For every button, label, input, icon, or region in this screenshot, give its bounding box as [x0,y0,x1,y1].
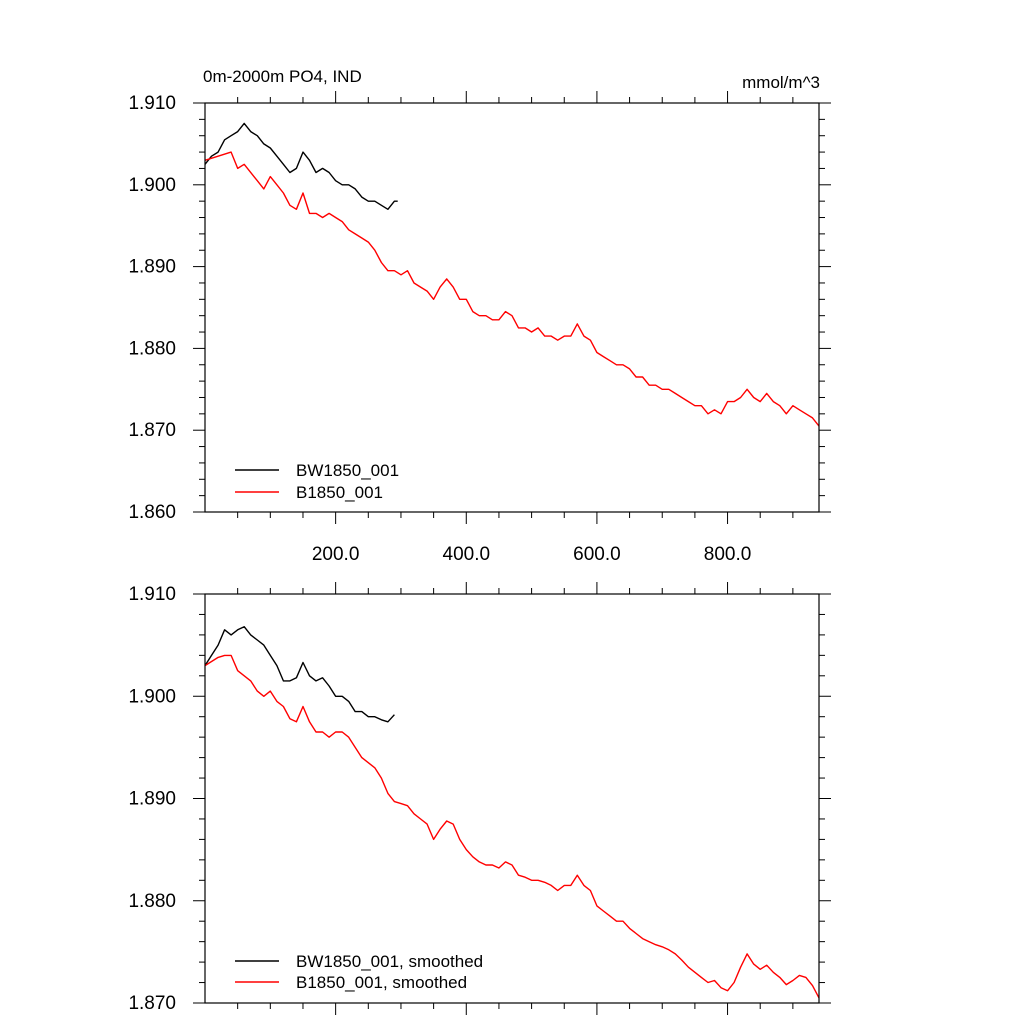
bottom-ticks [193,582,831,1015]
top-series-line-bw1850 [204,122,398,211]
bottom-panel: 1.870 1.880 1.890 1.900 1.910 BW1850_001, sm… [128,582,831,1015]
top-x-tick-labels: 200.0 400.0 600.0 800.0 [312,544,751,565]
top-y-tick-labels: 1.860 1.870 1.880 1.890 1.900 1.910 [128,93,176,523]
top-plot-frame [204,102,820,513]
legend-label-b1850-smoothed: B1850_001, smoothed [296,973,467,992]
top-panel: 0m-2000m PO4, IND mmol/m^3 1.8601.8701.8… [128,67,831,565]
bottom-series-line-bw1850 [204,626,395,723]
y-tick-label: 1.880 [128,338,176,359]
top-series-line-b1850 [204,151,820,427]
chart-title: 0m-2000m PO4, IND [203,67,362,86]
bottom-series-line-b1850 [204,654,820,999]
y-tick-label: 1.870 [128,993,176,1014]
legend-label-bw1850-smoothed: BW1850_001, smoothed [296,952,483,971]
y-tick-label: 1.870 [128,420,176,441]
top-legend: BW1850_001 B1850_001 [235,461,399,502]
y-tick-label: 1.900 [128,175,176,196]
y-tick-label: 1.890 [128,789,176,810]
y-tick-label: 1.880 [128,891,176,912]
bottom-plot-frame [204,593,820,1004]
units-label: mmol/m^3 [742,73,820,92]
legend-label-b1850: B1850_001 [296,483,383,502]
y-tick-label: 1.900 [128,686,176,707]
top-series-lines [204,122,820,427]
bottom-legend: BW1850_001, smoothed B1850_001, smoothed [235,952,483,992]
y-tick-label: 1.860 [128,502,176,523]
x-tick-label: 600.0 [573,544,621,565]
bottom-series-lines [204,626,820,999]
y-tick-label: 1.910 [128,584,176,605]
y-tick-label: 1.890 [128,257,176,278]
x-tick-label: 200.0 [312,544,360,565]
top-ticks [193,91,831,524]
x-tick-label: 400.0 [443,544,491,565]
x-tick-label: 800.0 [704,544,752,565]
legend-label-bw1850: BW1850_001 [296,461,399,480]
bottom-y-tick-labels: 1.870 1.880 1.890 1.900 1.910 [128,584,176,1014]
y-tick-label: 1.910 [128,93,176,114]
